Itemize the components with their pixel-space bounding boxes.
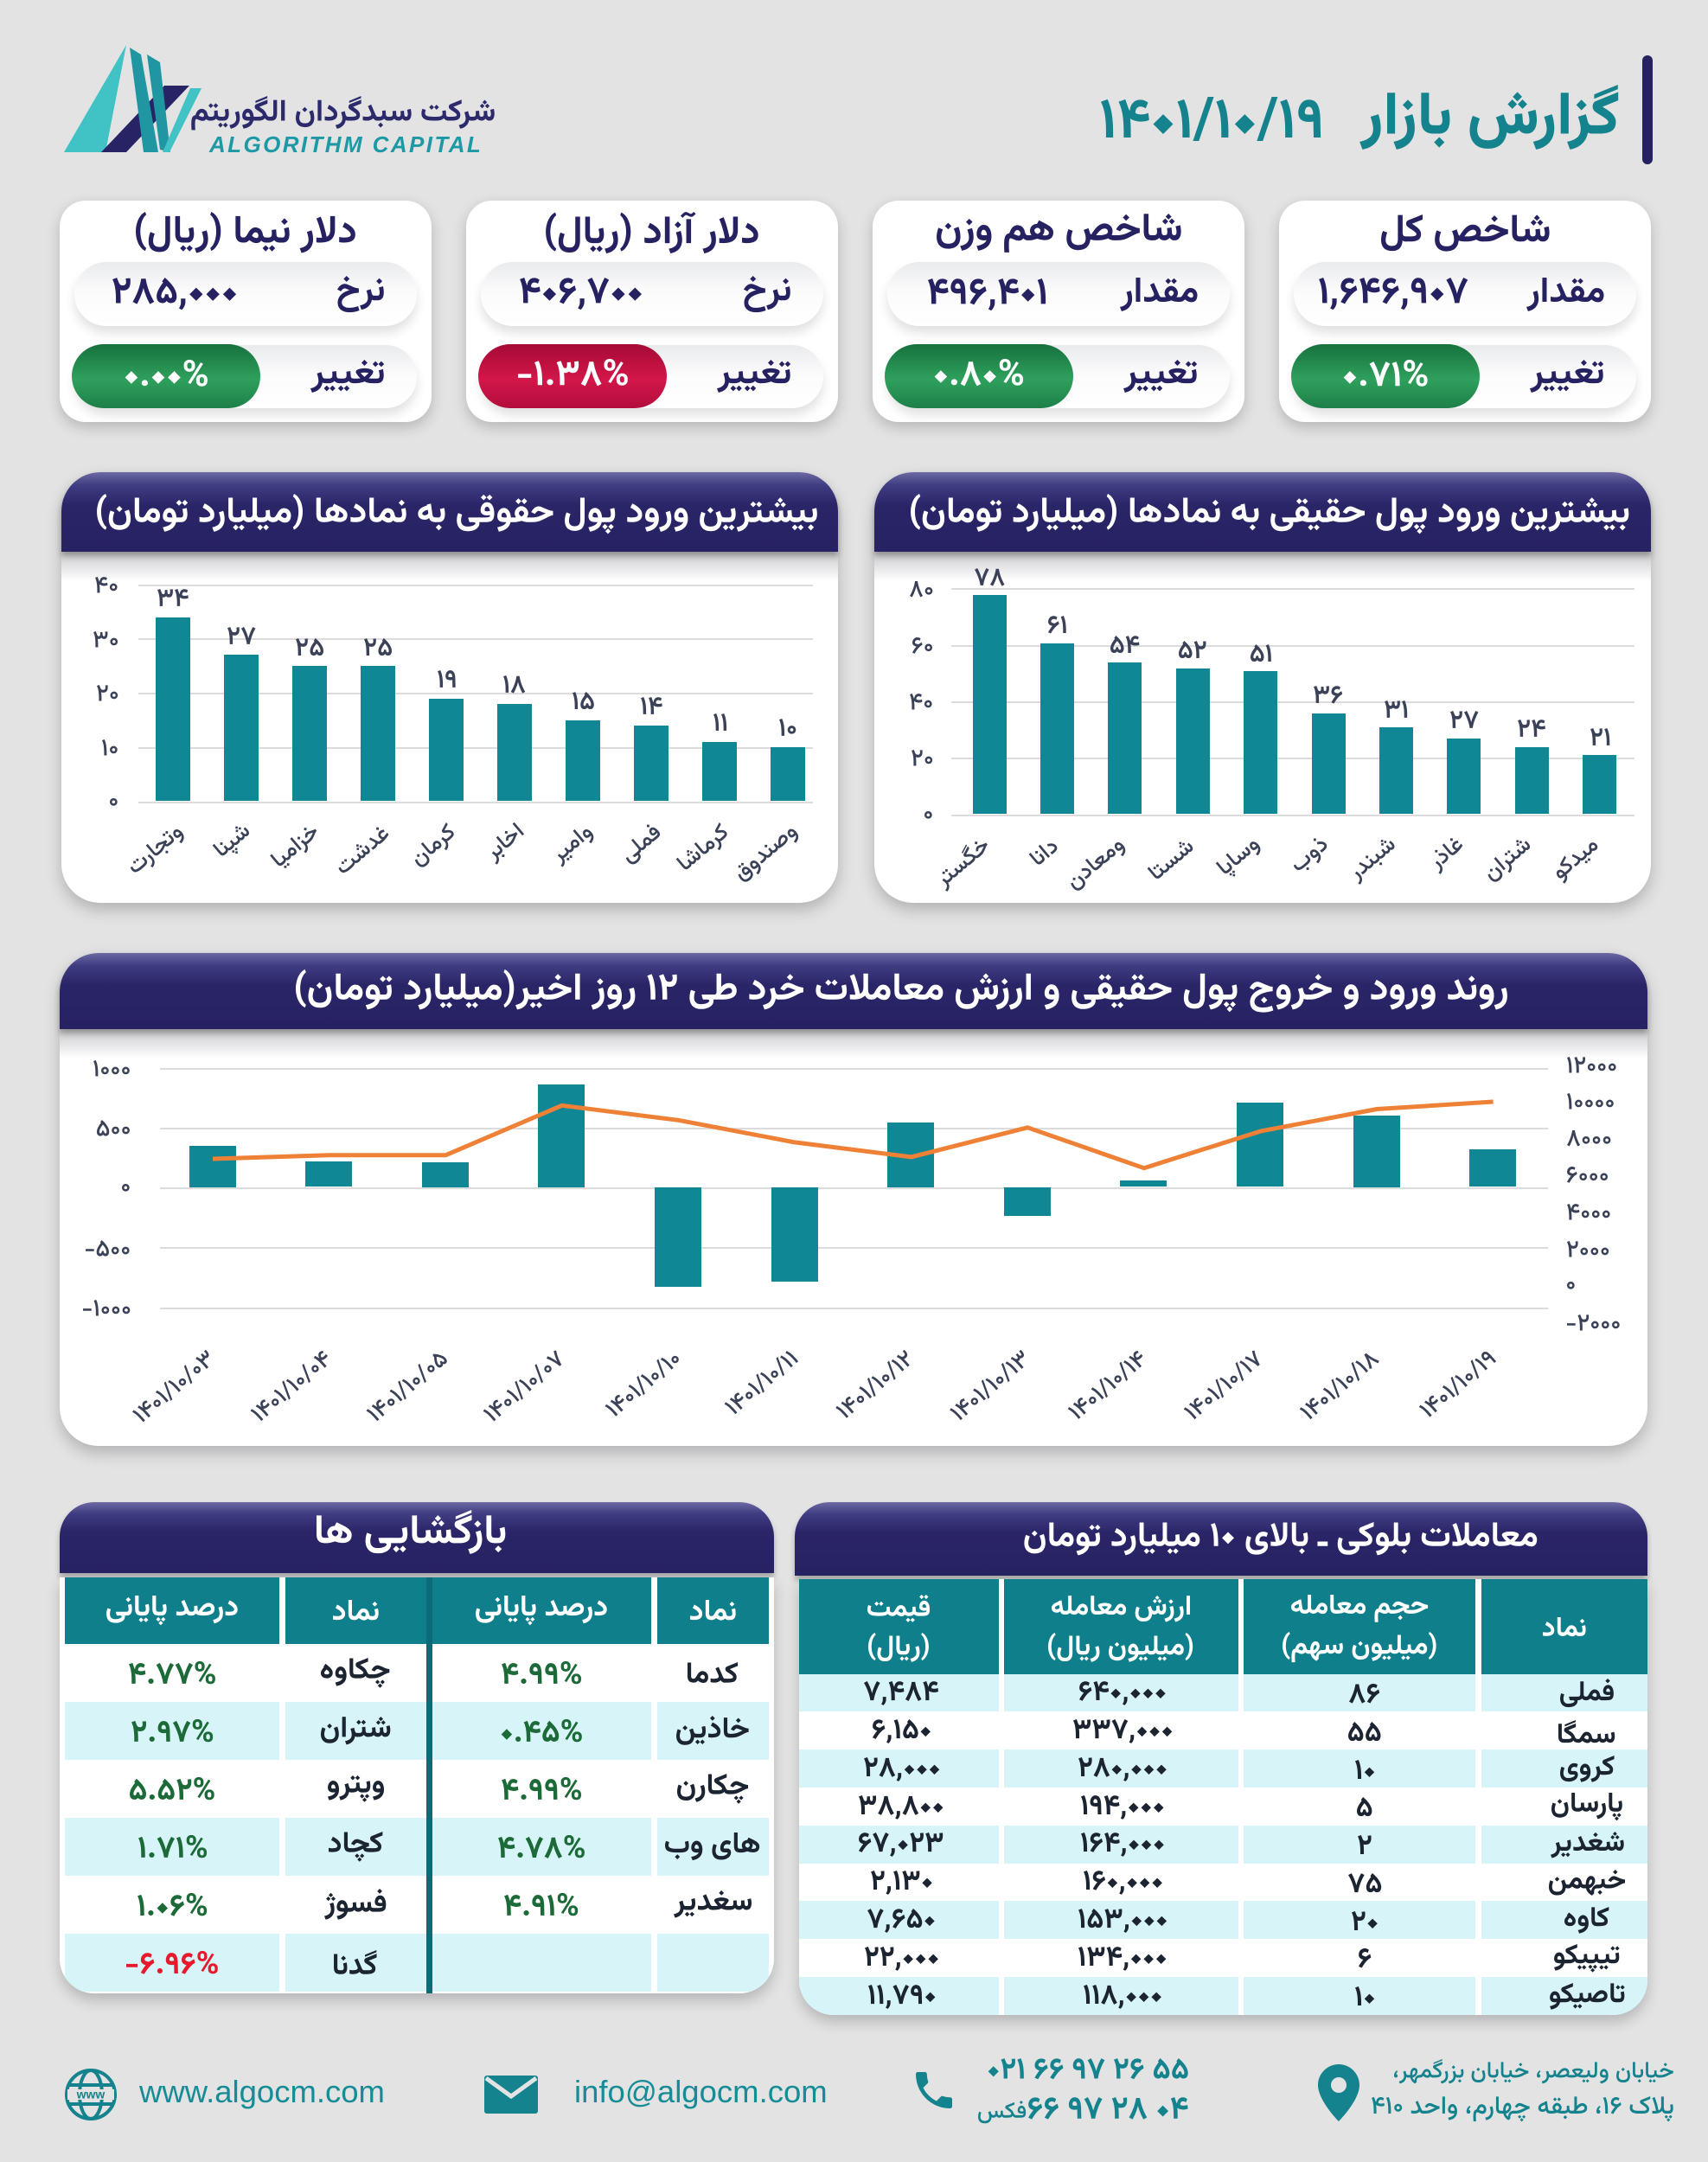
svg-text:www: www: [76, 2088, 106, 2101]
